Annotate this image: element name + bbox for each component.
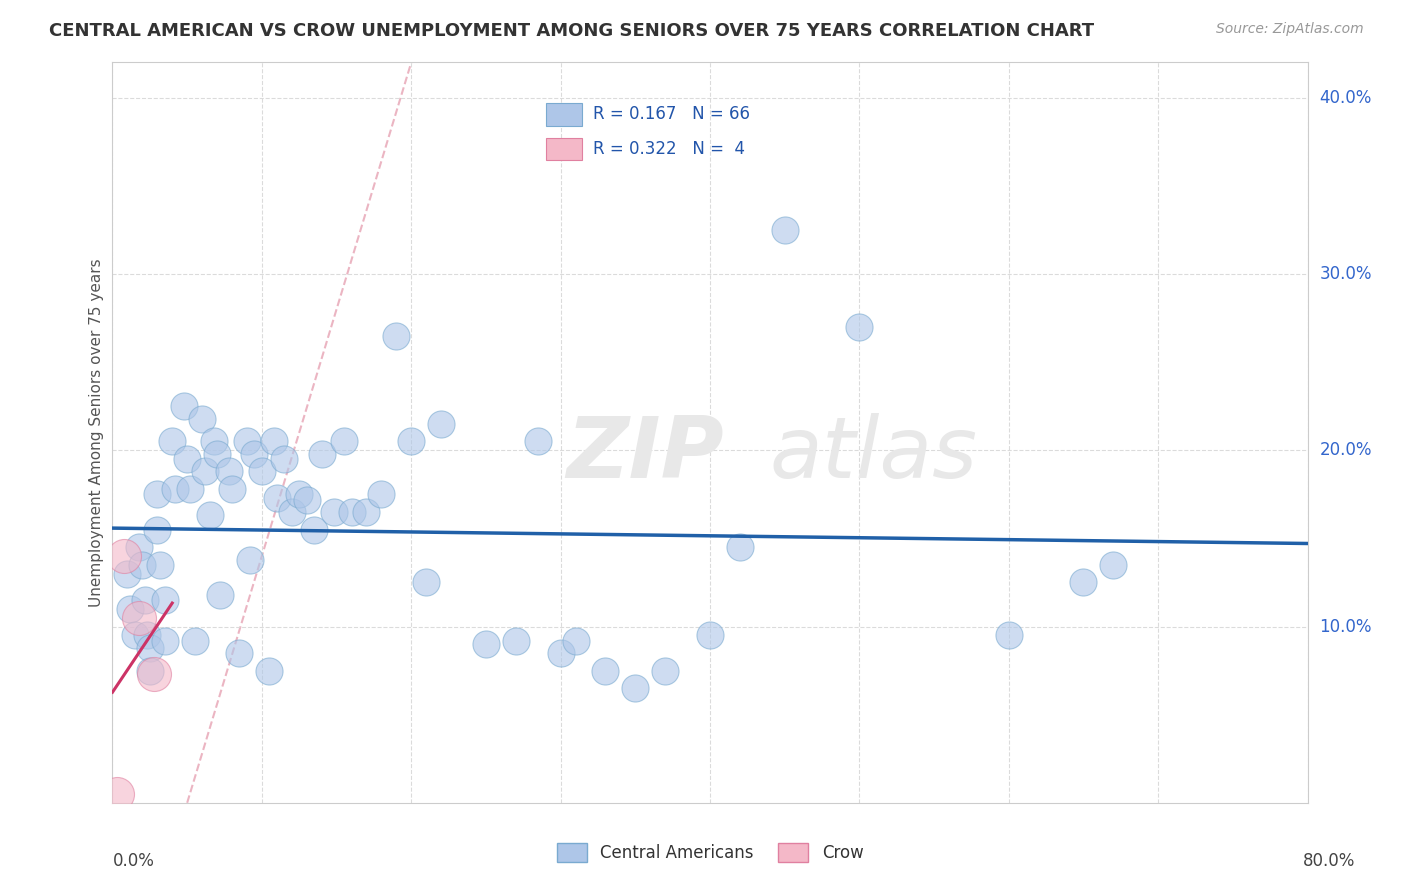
- Point: [415, 575, 437, 590]
- Point: [128, 540, 150, 554]
- Point: [131, 558, 153, 572]
- Point: [139, 664, 162, 678]
- Point: [385, 328, 408, 343]
- Point: [1102, 558, 1125, 572]
- Point: [191, 411, 214, 425]
- Point: [259, 664, 281, 678]
- Point: [370, 487, 392, 501]
- Point: [209, 588, 232, 602]
- Point: [430, 417, 453, 431]
- Point: [401, 434, 423, 449]
- Legend: Central Americans, Crow: Central Americans, Crow: [550, 836, 870, 869]
- Point: [117, 566, 139, 581]
- Text: 30.0%: 30.0%: [1320, 265, 1372, 283]
- Point: [288, 487, 311, 501]
- Point: [165, 482, 187, 496]
- Text: ZIP: ZIP: [567, 413, 724, 496]
- Point: [311, 447, 333, 461]
- Point: [179, 482, 201, 496]
- Point: [124, 628, 146, 642]
- Point: [728, 540, 751, 554]
- Point: [162, 434, 183, 449]
- Point: [183, 633, 205, 648]
- Point: [273, 452, 295, 467]
- Point: [654, 664, 676, 678]
- Point: [134, 593, 156, 607]
- Point: [1073, 575, 1095, 590]
- Text: R = 0.167   N = 66: R = 0.167 N = 66: [593, 105, 751, 123]
- Point: [146, 487, 169, 501]
- Text: 80.0%: 80.0%: [1302, 852, 1355, 870]
- Point: [205, 447, 228, 461]
- Point: [243, 447, 266, 461]
- Text: atlas: atlas: [770, 413, 977, 496]
- Point: [699, 628, 721, 642]
- Point: [149, 558, 172, 572]
- Point: [114, 549, 135, 563]
- Point: [281, 505, 304, 519]
- Point: [221, 482, 243, 496]
- Point: [595, 664, 617, 678]
- Point: [135, 628, 157, 642]
- Point: [302, 523, 325, 537]
- Text: 40.0%: 40.0%: [1320, 88, 1372, 107]
- Point: [322, 505, 344, 519]
- Point: [505, 633, 527, 648]
- Point: [146, 523, 169, 537]
- Point: [198, 508, 221, 523]
- Point: [105, 787, 128, 801]
- Point: [194, 464, 217, 478]
- FancyBboxPatch shape: [546, 103, 582, 126]
- Point: [120, 602, 142, 616]
- Point: [176, 452, 198, 467]
- Point: [550, 646, 572, 660]
- Text: CENTRAL AMERICAN VS CROW UNEMPLOYMENT AMONG SENIORS OVER 75 YEARS CORRELATION CH: CENTRAL AMERICAN VS CROW UNEMPLOYMENT AM…: [49, 22, 1094, 40]
- Point: [173, 399, 195, 413]
- Point: [356, 505, 378, 519]
- Point: [218, 464, 240, 478]
- Point: [236, 434, 259, 449]
- Point: [564, 633, 586, 648]
- Point: [153, 593, 176, 607]
- Point: [527, 434, 550, 449]
- Point: [266, 491, 288, 505]
- FancyBboxPatch shape: [546, 137, 582, 161]
- Point: [250, 464, 273, 478]
- Point: [295, 492, 318, 507]
- Text: 10.0%: 10.0%: [1320, 617, 1372, 635]
- Point: [998, 628, 1021, 642]
- Point: [228, 646, 250, 660]
- Point: [143, 667, 166, 681]
- Text: 20.0%: 20.0%: [1320, 442, 1372, 459]
- Point: [263, 434, 285, 449]
- Point: [475, 637, 498, 651]
- Y-axis label: Unemployment Among Seniors over 75 years: Unemployment Among Seniors over 75 years: [89, 259, 104, 607]
- Text: R = 0.322   N =  4: R = 0.322 N = 4: [593, 140, 745, 158]
- Point: [624, 681, 647, 696]
- Point: [202, 434, 225, 449]
- Text: 0.0%: 0.0%: [112, 852, 155, 870]
- Point: [340, 505, 363, 519]
- Text: Source: ZipAtlas.com: Source: ZipAtlas.com: [1216, 22, 1364, 37]
- Point: [139, 640, 162, 655]
- Point: [333, 434, 356, 449]
- Point: [239, 552, 262, 566]
- Point: [153, 633, 176, 648]
- Point: [128, 610, 150, 624]
- Point: [773, 223, 796, 237]
- Point: [848, 319, 870, 334]
